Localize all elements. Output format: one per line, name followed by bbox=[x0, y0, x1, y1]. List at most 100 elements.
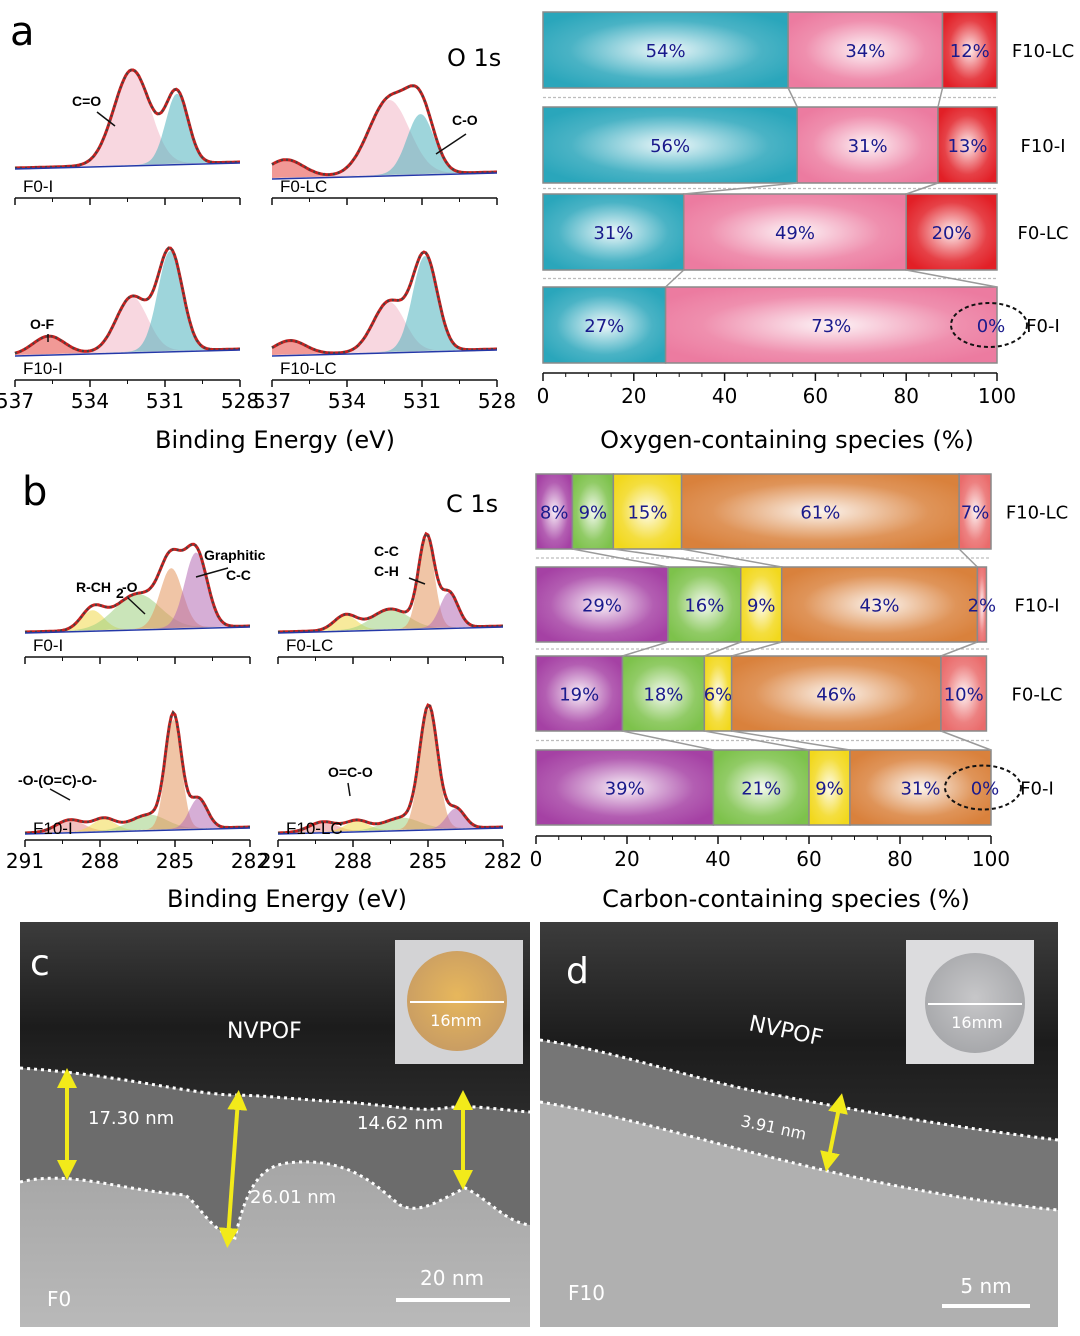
o-connector-line bbox=[905, 182, 939, 195]
xps-peak-pointer bbox=[408, 577, 426, 585]
xps-sample-label: F10-LC bbox=[286, 819, 343, 838]
c-connector-line bbox=[704, 641, 742, 657]
xps-x-tick-label: 531 bbox=[403, 389, 441, 413]
xps-peak-pointer bbox=[347, 782, 351, 797]
xps-envelope-fit bbox=[14, 246, 240, 355]
xps-component-peak bbox=[278, 808, 503, 833]
o-x-tick-label: 40 bbox=[712, 384, 737, 408]
o-pct-f0-i-2: 0% bbox=[977, 316, 1006, 337]
xps-component-peak bbox=[15, 70, 240, 168]
c-bar-f10-i-4 bbox=[976, 566, 988, 643]
xps-component-peak bbox=[278, 592, 503, 632]
o-x-tick-label: 60 bbox=[803, 384, 828, 408]
o1s-core-level-label: O 1s bbox=[447, 44, 501, 72]
f10-inset-size: 16mm bbox=[951, 1013, 1003, 1032]
c-bar-f10-lc-3 bbox=[680, 473, 960, 550]
xps-peak-label: -O-(O=C)-O- bbox=[18, 772, 97, 788]
c-pct-f10-lc-2: 15% bbox=[627, 503, 667, 524]
c-row-label-f0-lc: F0-LC bbox=[1012, 685, 1063, 706]
xps-envelope-fit bbox=[277, 703, 503, 835]
xps-baseline bbox=[271, 349, 498, 357]
o-bar-f10-i-2 bbox=[937, 106, 998, 184]
o-pct-f10-i-2: 13% bbox=[947, 136, 987, 157]
c-connector-line bbox=[940, 730, 992, 751]
xps-peak-label: 2 bbox=[116, 585, 124, 601]
f10-scale-bar-label: 5 nm bbox=[960, 1274, 1011, 1298]
o1s-xps-xlabel: Binding Energy (eV) bbox=[155, 426, 395, 454]
xps-baseline bbox=[24, 626, 251, 634]
c-bar-f0-i-0 bbox=[535, 749, 715, 826]
xps-component-peak bbox=[25, 610, 250, 632]
c-connector-line bbox=[958, 548, 978, 568]
c-pct-f0-lc-3: 46% bbox=[816, 685, 856, 706]
o-bar-f0-lc-0 bbox=[542, 193, 685, 271]
o-connector-line bbox=[787, 87, 798, 108]
c-x-tick-label: 20 bbox=[614, 847, 639, 871]
xps-x-tick-label: 288 bbox=[81, 849, 119, 873]
xps-sample-label: F0-LC bbox=[280, 177, 327, 196]
c1s-bar-xlabel: Carbon-containing species (%) bbox=[602, 885, 970, 913]
c-pct-f0-i-0: 39% bbox=[605, 779, 645, 800]
c-pct-f10-lc-1: 9% bbox=[579, 503, 608, 524]
c-pct-f0-lc-1: 18% bbox=[643, 685, 683, 706]
c-connector-line bbox=[622, 730, 714, 751]
f10-sample-label: F10 bbox=[568, 1281, 605, 1305]
panel-letter-d: d bbox=[566, 951, 589, 992]
c-pct-f10-i-3: 43% bbox=[860, 596, 900, 617]
c-x-tick-label: 60 bbox=[796, 847, 821, 871]
xps-baseline bbox=[271, 172, 498, 180]
o-bar-f0-lc-2 bbox=[905, 193, 998, 271]
f0-scale-bar-label: 20 nm bbox=[420, 1266, 484, 1290]
thickness-label-1: 17.30 nm bbox=[88, 1108, 174, 1129]
c1s-core-level-label: C 1s bbox=[446, 490, 498, 518]
xps-component-peak bbox=[25, 798, 250, 833]
o-pct-f0-i-1: 73% bbox=[811, 316, 851, 337]
o-pct-f0-i-0: 27% bbox=[584, 316, 624, 337]
xps-component-peak bbox=[272, 256, 497, 355]
c-pct-f0-lc-2: 6% bbox=[704, 685, 733, 706]
o-row-label-f10-lc: F10-LC bbox=[1012, 41, 1074, 62]
panel-letter-b: b bbox=[22, 469, 47, 515]
c-connector-line bbox=[940, 641, 978, 657]
c-x-tick-label: 40 bbox=[705, 847, 730, 871]
c-bar-f10-i-1 bbox=[667, 566, 742, 643]
c1s-stacked-bar-chart: 8% 9% 15% 61% 7% F10-LC 29% 16% 9% 43% 2% F10-I 19% 1… bbox=[530, 473, 1068, 871]
xps-x-tick-label: 291 bbox=[259, 849, 297, 873]
c-pct-f0-i-2: 9% bbox=[815, 779, 844, 800]
xps-x-tick-label: 531 bbox=[146, 389, 184, 413]
o-pct-f0-lc-2: 20% bbox=[932, 223, 972, 244]
f10-inner-boundary-line bbox=[539, 1100, 1059, 1212]
c-connector-line bbox=[704, 730, 810, 751]
xps-sample-label: F10-I bbox=[33, 819, 73, 838]
xps-peak-pointer bbox=[195, 567, 229, 578]
o-pct-f0-lc-0: 31% bbox=[593, 223, 633, 244]
o-bar-f10-lc-0 bbox=[542, 11, 789, 89]
xps-component-peak bbox=[15, 297, 240, 355]
c-zero-circle-4 bbox=[944, 764, 1022, 811]
thickness-label-2: 26.01 nm bbox=[250, 1187, 336, 1208]
c-bar-f10-i-0 bbox=[535, 566, 669, 643]
o-pct-f10-lc-1: 34% bbox=[845, 41, 885, 62]
xps-component-peak bbox=[15, 93, 240, 168]
xps-component-peak bbox=[272, 100, 497, 178]
c-connector-line bbox=[622, 641, 669, 657]
xps-sample-label: F0-I bbox=[23, 177, 53, 196]
xps-x-tick-label: 528 bbox=[221, 389, 259, 413]
xps-component-peak bbox=[278, 709, 503, 833]
c1s-xps-spectra: F0-I F0-LC 291 288 285 282 F10-I 291 288 285 282 F1… bbox=[6, 531, 522, 873]
xps-sample-label: F0-I bbox=[33, 636, 63, 655]
c-pct-f10-lc-4: 7% bbox=[961, 503, 990, 524]
xps-x-tick-label: 285 bbox=[409, 849, 447, 873]
o-row-label-f0-lc: F0-LC bbox=[1018, 223, 1069, 244]
xps-component-peak bbox=[278, 609, 503, 632]
xps-raw-data bbox=[277, 703, 503, 835]
xps-baseline bbox=[14, 162, 241, 170]
o-bar-f10-lc-2 bbox=[941, 11, 998, 89]
xps-sample-label: F10-LC bbox=[280, 359, 337, 378]
xps-peak-label: -O bbox=[122, 579, 138, 595]
xps-raw-data bbox=[24, 543, 250, 634]
xps-raw-data bbox=[24, 710, 250, 835]
c-pct-f0-i-3: 31% bbox=[900, 779, 940, 800]
c-row-label-f10-lc: F10-LC bbox=[1006, 503, 1068, 524]
